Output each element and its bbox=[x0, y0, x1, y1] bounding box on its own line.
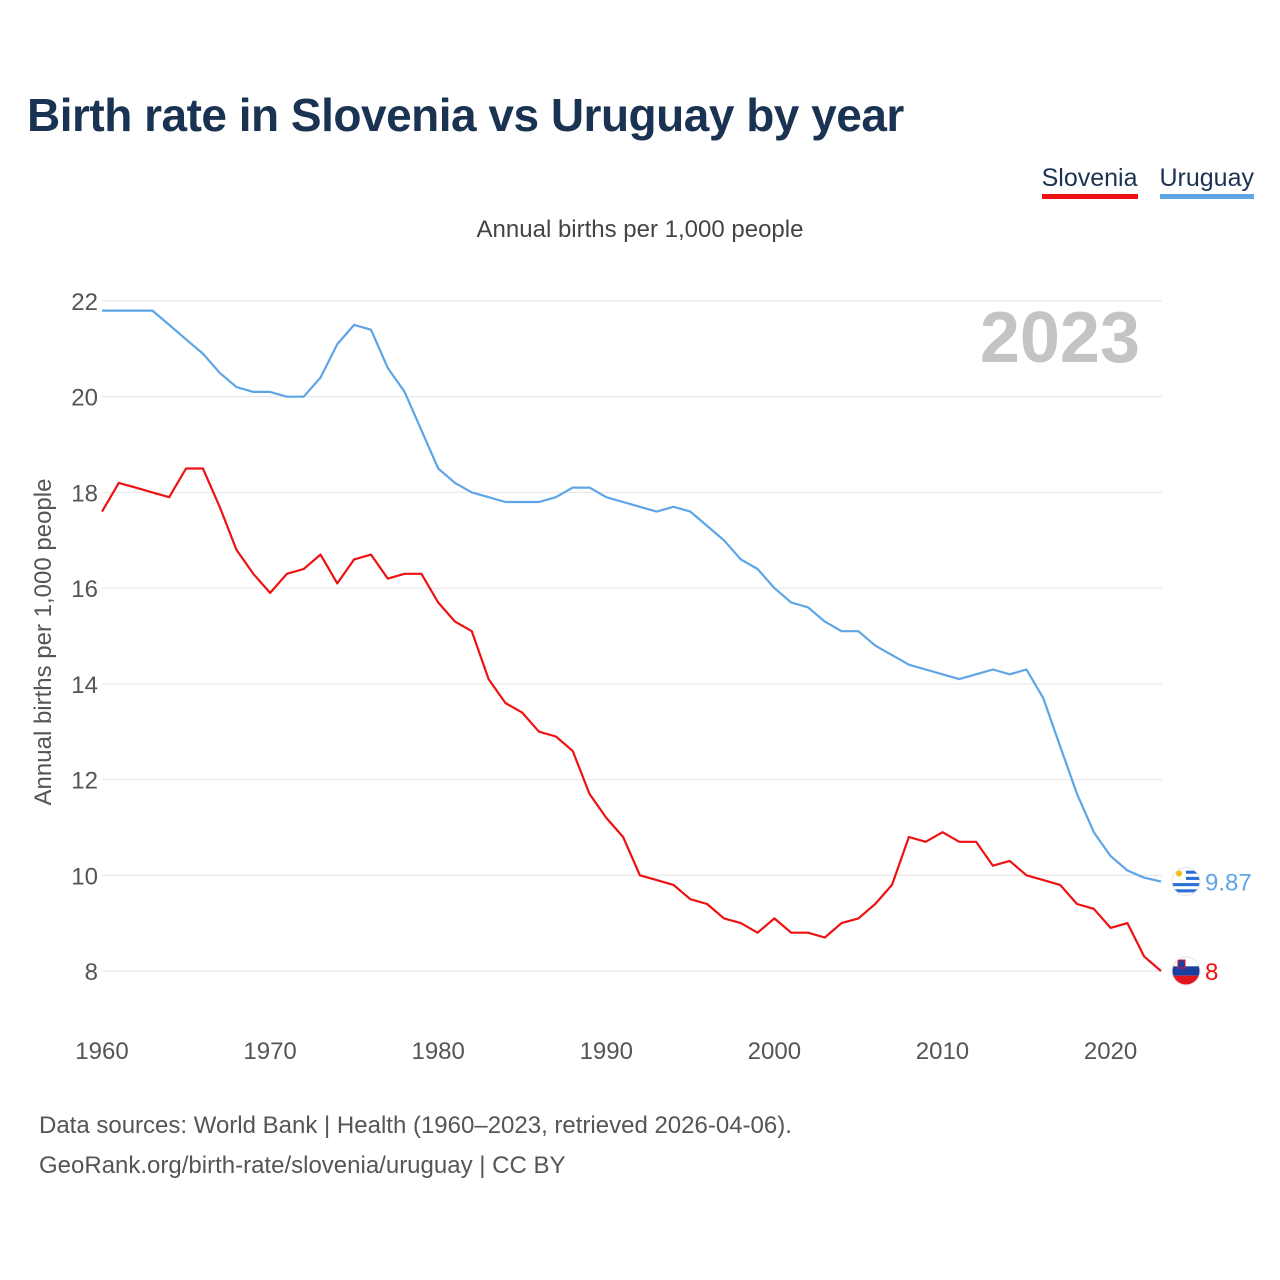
legend-item-slovenia[interactable]: Slovenia bbox=[1041, 164, 1138, 199]
year-watermark: 2023 bbox=[980, 298, 1140, 378]
flag-stripe-red bbox=[1172, 975, 1200, 985]
end-value-label: 8 bbox=[1205, 959, 1218, 986]
series-line-uruguay bbox=[102, 309, 1162, 883]
series-line-slovenia bbox=[101, 467, 1162, 972]
flag-sun bbox=[1175, 870, 1183, 877]
x-tick-label: 1980 bbox=[411, 1038, 464, 1065]
series-lines bbox=[101, 309, 1162, 972]
y-tick-label: 18 bbox=[71, 480, 98, 507]
flag-stripe-blue bbox=[1172, 966, 1200, 976]
y-tick-label: 16 bbox=[71, 576, 98, 603]
chart-title: Birth rate in Slovenia vs Uruguay by yea… bbox=[27, 89, 904, 141]
x-axis-ticks: 1960 1970 1980 1990 2000 2010 2020 bbox=[75, 1038, 1137, 1065]
x-tick-label: 2000 bbox=[748, 1038, 801, 1065]
grid-lines bbox=[102, 300, 1162, 972]
y-tick-label: 8 bbox=[85, 959, 98, 986]
source-note: Data sources: World Bank | Health (1960–… bbox=[39, 1106, 792, 1186]
end-markers: 89.87 bbox=[1171, 867, 1252, 986]
source-line-1: Data sources: World Bank | Health (1960–… bbox=[39, 1112, 792, 1139]
line-chart: 8 10 12 14 16 18 20 22 1960 1970 1980 1990 2000 2010… bbox=[30, 289, 1252, 1065]
source-line-2[interactable]: GeoRank.org/birth-rate/slovenia/uruguay … bbox=[39, 1152, 566, 1179]
y-axis-label: Annual births per 1,000 people bbox=[30, 479, 57, 806]
x-tick-label: 1960 bbox=[75, 1038, 128, 1065]
x-tick-label: 2010 bbox=[916, 1038, 969, 1065]
y-tick-label: 20 bbox=[71, 385, 98, 412]
uruguay-flag-icon bbox=[1171, 867, 1201, 897]
end-value-label: 9.87 bbox=[1205, 870, 1252, 897]
y-tick-label: 10 bbox=[71, 863, 98, 890]
chart-subtitle: Annual births per 1,000 people bbox=[476, 216, 804, 243]
flag-stripe-blue bbox=[1172, 889, 1200, 893]
flag-stripe-blue bbox=[1172, 883, 1200, 887]
x-tick-label: 2020 bbox=[1084, 1038, 1137, 1065]
flag-ring bbox=[1171, 867, 1201, 897]
flag-ring bbox=[1171, 956, 1201, 986]
slovenia-flag-icon bbox=[1171, 956, 1201, 986]
x-tick-label: 1970 bbox=[243, 1038, 296, 1065]
legend-item-uruguay[interactable]: Uruguay bbox=[1159, 164, 1254, 199]
y-tick-label: 12 bbox=[71, 768, 98, 795]
flag-body bbox=[1172, 957, 1200, 985]
y-tick-label: 14 bbox=[71, 672, 98, 699]
y-axis-ticks: 8 10 12 14 16 18 20 22 bbox=[71, 289, 98, 986]
flag-stripe-white bbox=[1172, 957, 1200, 967]
flag-shield bbox=[1177, 959, 1186, 969]
y-tick-label: 22 bbox=[71, 289, 98, 316]
legend: Slovenia Uruguay bbox=[1041, 164, 1254, 199]
x-tick-label: 1990 bbox=[580, 1038, 633, 1065]
